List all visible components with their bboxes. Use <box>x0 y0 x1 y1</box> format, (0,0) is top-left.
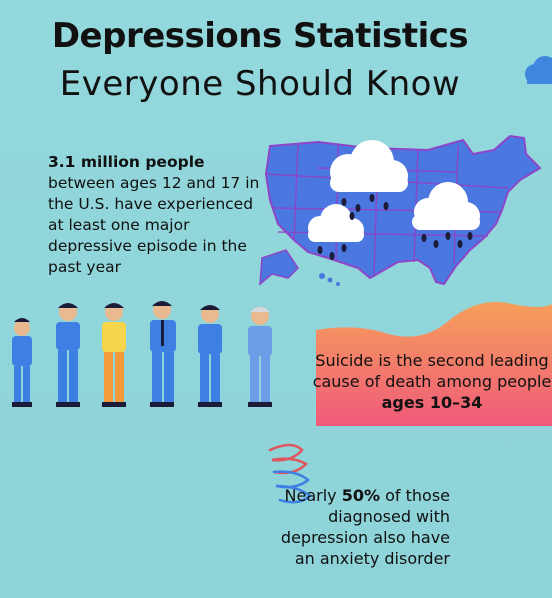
stat1-rest: between ages 12 and 17 in the U.S. have … <box>48 174 260 276</box>
stat3-pre: Nearly <box>284 486 337 505</box>
stat1-bold: 3.1 million people <box>48 153 205 171</box>
stat-depressive-episode: 3.1 million people between ages 12 and 1… <box>48 152 263 278</box>
stat-anxiety: Nearly 50% of those diagnosed with depre… <box>262 485 450 569</box>
gradient-banner <box>316 301 552 426</box>
rain-cloud-icon <box>308 140 480 260</box>
stat3-bold: 50% <box>341 486 381 505</box>
stat2-bold: ages 10–34 <box>381 393 483 412</box>
stat-suicide: Suicide is the second leading cause of d… <box>312 350 552 413</box>
stat3-rest: of those diagnosed with depression also … <box>280 486 450 568</box>
small-cloud-icon <box>525 56 552 84</box>
title-line-1: Depressions Statistics <box>51 16 469 56</box>
people-group-icon <box>12 301 272 407</box>
title-line-2: Everyone Should Know <box>59 64 461 104</box>
scribble-spiral-icon <box>268 443 312 504</box>
stat2-text: Suicide is the second leading cause of d… <box>312 351 552 391</box>
